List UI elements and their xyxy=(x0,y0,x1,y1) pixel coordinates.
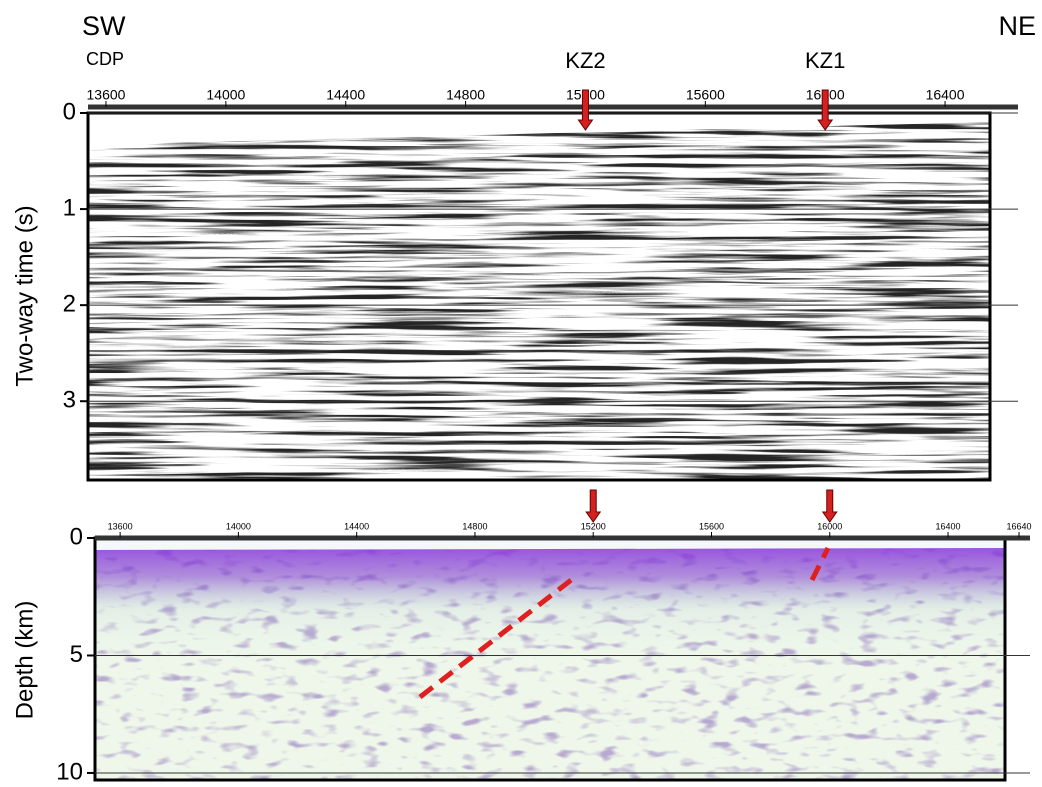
marker-label: KZ1 xyxy=(805,48,845,73)
x-tick-label: 13600 xyxy=(87,87,126,103)
x-tick-label: 14400 xyxy=(326,87,365,103)
marker-arrow xyxy=(585,489,602,523)
marker-label: KZ2 xyxy=(565,48,605,73)
y-tick-label: 0 xyxy=(70,523,83,550)
direction-label: SW xyxy=(82,11,126,41)
y-tick-label: 5 xyxy=(70,641,83,668)
x-tick-label: 14800 xyxy=(462,521,487,531)
fault-line xyxy=(809,546,831,582)
x-tick-label: 16400 xyxy=(936,521,961,531)
fault-line xyxy=(418,575,577,699)
y-tick-label: 2 xyxy=(63,290,76,317)
x-tick-label: 16640 xyxy=(1006,521,1031,531)
marker-arrow xyxy=(817,89,834,131)
y-tick-label: 3 xyxy=(63,387,76,414)
y-tick-label: 1 xyxy=(63,194,76,221)
x-tick-label: 16400 xyxy=(926,87,965,103)
x-tick-label: 15600 xyxy=(699,521,724,531)
direction-label: NE xyxy=(998,11,1036,41)
marker-arrow xyxy=(577,89,594,131)
seismic-image xyxy=(88,113,990,480)
y-axis-label: Depth (km) xyxy=(11,601,38,720)
x-tick-label: 15600 xyxy=(686,87,725,103)
x-tick-label: 15200 xyxy=(581,521,606,531)
x-tick-label: 14400 xyxy=(344,521,369,531)
x-axis-label: CDP xyxy=(86,49,124,69)
marker-arrow xyxy=(821,489,838,523)
y-tick-label: 10 xyxy=(56,758,83,785)
x-tick-label: 14000 xyxy=(226,521,251,531)
y-tick-label: 0 xyxy=(63,98,76,125)
x-tick-label: 13600 xyxy=(108,521,133,531)
x-tick-label: 16000 xyxy=(817,521,842,531)
y-axis-label: Two-way time (s) xyxy=(11,205,38,386)
x-tick-label: 14000 xyxy=(206,87,245,103)
seismic-image xyxy=(95,538,1005,780)
x-tick-label: 14800 xyxy=(446,87,485,103)
